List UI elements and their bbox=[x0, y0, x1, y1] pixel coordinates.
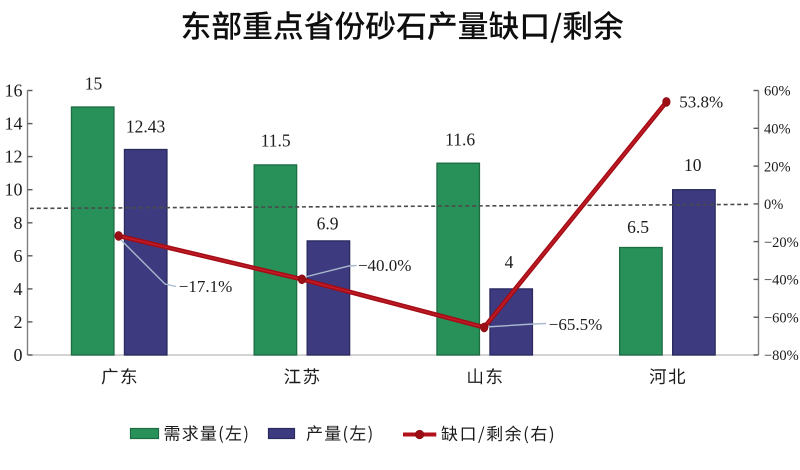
svg-text:−17.1%: −17.1% bbox=[179, 277, 233, 296]
svg-text:14: 14 bbox=[5, 114, 23, 134]
svg-text:10: 10 bbox=[5, 180, 23, 200]
svg-text:16: 16 bbox=[5, 81, 23, 101]
svg-text:6: 6 bbox=[14, 246, 23, 266]
svg-text:2: 2 bbox=[14, 312, 23, 332]
svg-text:60%: 60% bbox=[764, 84, 791, 100]
svg-text:12.43: 12.43 bbox=[126, 116, 166, 136]
svg-text:53.8%: 53.8% bbox=[679, 92, 723, 111]
svg-text:0%: 0% bbox=[764, 197, 783, 213]
svg-text:40%: 40% bbox=[764, 122, 791, 138]
svg-text:11.5: 11.5 bbox=[261, 131, 291, 151]
svg-text:−40.0%: −40.0% bbox=[358, 256, 412, 275]
svg-text:8: 8 bbox=[14, 213, 23, 233]
svg-text:4: 4 bbox=[14, 279, 23, 299]
svg-text:−20%: −20% bbox=[764, 235, 799, 251]
svg-text:−80%: −80% bbox=[764, 348, 799, 364]
svg-text:4: 4 bbox=[505, 252, 514, 272]
svg-text:−60%: −60% bbox=[764, 310, 799, 326]
svg-text:20%: 20% bbox=[764, 159, 791, 175]
svg-text:6.9: 6.9 bbox=[317, 214, 339, 234]
svg-text:6.5: 6.5 bbox=[627, 217, 649, 237]
svg-text:12: 12 bbox=[5, 147, 23, 167]
svg-text:15: 15 bbox=[85, 74, 103, 94]
svg-text:11.6: 11.6 bbox=[445, 129, 475, 149]
svg-text:−40%: −40% bbox=[764, 273, 799, 289]
svg-text:−65.5%: −65.5% bbox=[549, 315, 603, 334]
svg-text:10: 10 bbox=[684, 155, 702, 175]
svg-text:0: 0 bbox=[14, 345, 23, 365]
